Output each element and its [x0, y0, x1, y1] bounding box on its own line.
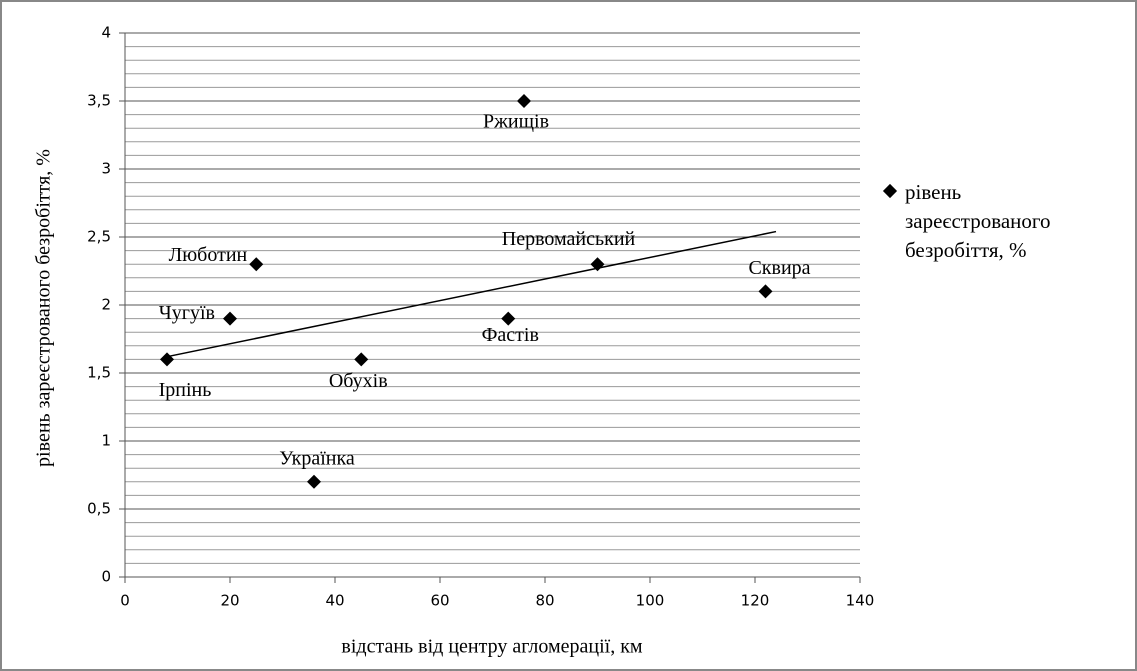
y-tick-label: 2,5 — [87, 228, 111, 246]
y-tick-label: 4 — [101, 24, 111, 42]
point-label: Сквира — [748, 257, 810, 279]
y-tick-label: 1,5 — [87, 364, 111, 382]
y-tick-label: 3,5 — [87, 92, 111, 110]
point-label: Первомайський — [502, 228, 636, 250]
point — [354, 352, 369, 367]
point — [590, 257, 605, 272]
y-tick-label: 2 — [101, 296, 111, 314]
x-tick-label: 120 — [741, 592, 770, 610]
point-label: Ірпінь — [159, 379, 212, 401]
point-label: Фастів — [482, 324, 539, 346]
legend-label: рівень зареєстрованого безробіття, % — [905, 180, 1051, 262]
y-tick-label: 0,5 — [87, 500, 111, 518]
point-label: Обухів — [329, 370, 388, 392]
point — [307, 474, 321, 489]
point — [249, 257, 264, 272]
point — [517, 94, 531, 108]
y-tick-label: 3 — [101, 160, 111, 178]
x-tick-label: 140 — [846, 592, 875, 610]
point — [501, 311, 516, 326]
x-tick-label: 80 — [535, 592, 554, 610]
x-tick-label: 20 — [220, 592, 239, 610]
point — [160, 352, 174, 367]
x-tick-label: 40 — [325, 592, 344, 610]
x-tick-label: 60 — [430, 592, 449, 610]
x-tick-label: 0 — [120, 592, 130, 610]
x-axis-label: відстань від центру агломерації, км — [341, 636, 643, 658]
point — [223, 311, 237, 326]
y-tick-label: 1 — [101, 432, 111, 450]
y-axis-label: рівень зареєстрованого безробіття, % — [33, 149, 55, 467]
point-label: Українка — [279, 447, 355, 469]
y-tick-label: 0 — [101, 568, 111, 586]
point — [758, 284, 773, 299]
legend: рівень зареєстрованого безробіття, % — [882, 178, 1051, 265]
x-tick-label: 100 — [636, 592, 665, 610]
point-label: Чугуїв — [159, 302, 215, 324]
point-label: Люботин — [169, 244, 248, 266]
point-label: Ржищів — [483, 111, 549, 133]
trendline — [166, 230, 777, 358]
